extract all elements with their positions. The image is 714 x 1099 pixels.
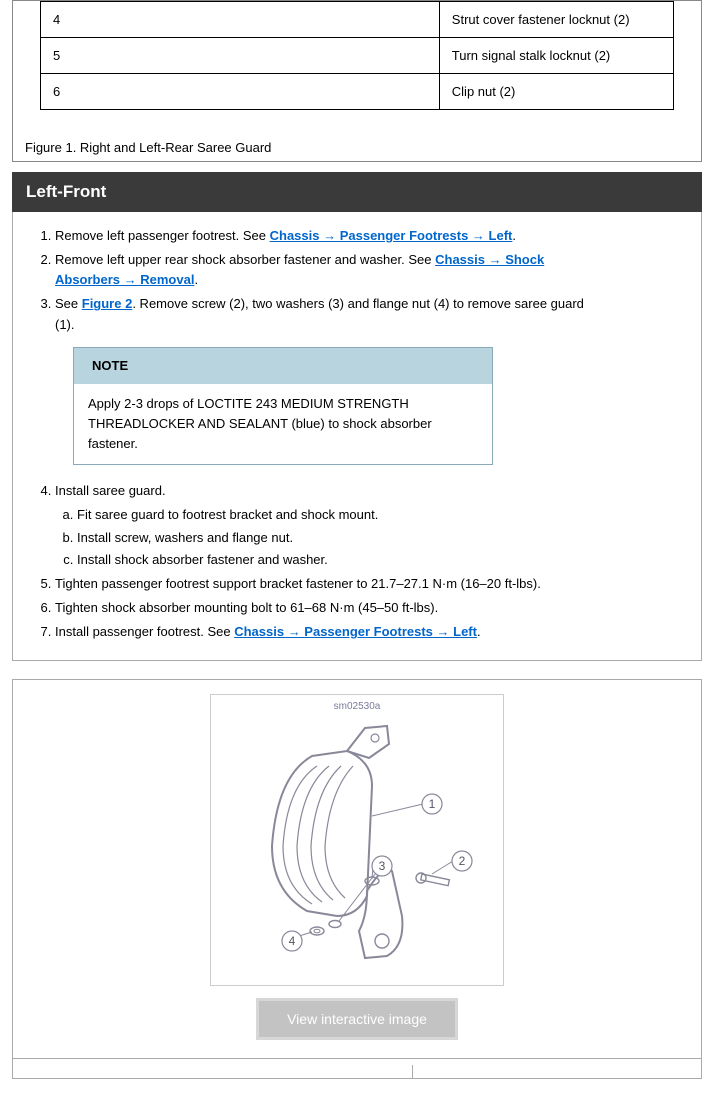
step-6: Tighten shock absorber mounting bolt to … (55, 598, 593, 618)
part-number-cell: 5 (41, 38, 440, 74)
procedure-list: Remove left passenger footrest. See Chas… (33, 226, 593, 642)
svg-text:4: 4 (289, 934, 296, 948)
table-row: 6Clip nut (2) (41, 74, 674, 110)
figure2-diagram: sm02530a 1 2 3 4 (210, 694, 504, 986)
link-chassis-footrests-left-1[interactable]: Chassis → Passenger Footrests → Left (270, 228, 513, 243)
part-number-cell: 6 (41, 74, 440, 110)
saree-guard-svg: 1 2 3 4 (217, 716, 497, 976)
step-3: See Figure 2. Remove screw (2), two wash… (55, 294, 593, 465)
svg-text:2: 2 (459, 854, 466, 868)
step-4c: Install shock absorber fastener and wash… (77, 550, 593, 570)
step-4b: Install screw, washers and flange nut. (77, 528, 593, 548)
figure1-caption: Figure 1. Right and Left-Rear Saree Guar… (25, 140, 701, 155)
step-4a: Fit saree guard to footrest bracket and … (77, 505, 593, 525)
note-body: Apply 2-3 drops of LOCTITE 243 MEDIUM ST… (74, 384, 492, 464)
note-title: NOTE (74, 348, 492, 384)
part-desc-cell: Strut cover fastener locknut (2) (439, 2, 673, 38)
figure2-frame: sm02530a 1 2 3 4 View interactive image (12, 679, 702, 1059)
step-5: Tighten passenger footrest support brack… (55, 574, 593, 594)
link-chassis-footrests-left-2[interactable]: Chassis → Passenger Footrests → Left (234, 624, 477, 639)
part-number-cell: 4 (41, 2, 440, 38)
figure2-code: sm02530a (217, 701, 497, 712)
step-2: Remove left upper rear shock absorber fa… (55, 250, 593, 290)
parts-table: 4Strut cover fastener locknut (2)5Turn s… (40, 1, 674, 110)
step-1: Remove left passenger footrest. See Chas… (55, 226, 593, 246)
figure1-container: 4Strut cover fastener locknut (2)5Turn s… (12, 0, 702, 162)
table-row: 5Turn signal stalk locknut (2) (41, 38, 674, 74)
figure2-table-stub (12, 1059, 702, 1079)
part-desc-cell: Turn signal stalk locknut (2) (439, 38, 673, 74)
svg-text:3: 3 (379, 859, 386, 873)
steps-container: Remove left passenger footrest. See Chas… (12, 212, 702, 661)
link-figure-2[interactable]: Figure 2 (82, 296, 133, 311)
part-desc-cell: Clip nut (2) (439, 74, 673, 110)
section-header-left-front: Left-Front (12, 172, 702, 212)
svg-text:1: 1 (429, 797, 436, 811)
step-4: Install saree guard. Fit saree guard to … (55, 481, 593, 570)
note-box: NOTE Apply 2-3 drops of LOCTITE 243 MEDI… (73, 347, 493, 466)
step-7: Install passenger footrest. See Chassis … (55, 622, 593, 642)
step-4-substeps: Fit saree guard to footrest bracket and … (55, 505, 593, 569)
view-interactive-image-button[interactable]: View interactive image (256, 998, 458, 1040)
table-row: 4Strut cover fastener locknut (2) (41, 2, 674, 38)
